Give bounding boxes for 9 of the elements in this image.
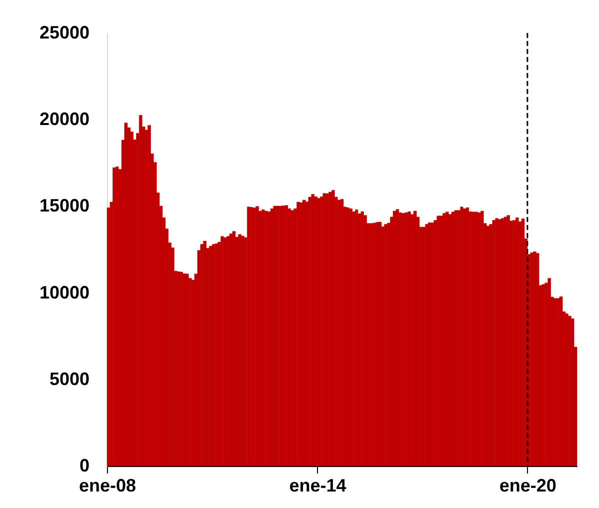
x-tick-label: ene-20 [499,476,556,496]
x-tick-label: ene-14 [289,476,346,496]
x-tick-label: ene-08 [78,476,136,496]
y-tick-label: 25000 [39,22,90,42]
y-tick-label: 0 [79,456,90,476]
y-tick-label: 15000 [39,196,90,216]
y-tick-label: 20000 [39,109,90,130]
y-tick-label: 5000 [49,368,90,389]
y-tick-label: 10000 [39,282,90,302]
